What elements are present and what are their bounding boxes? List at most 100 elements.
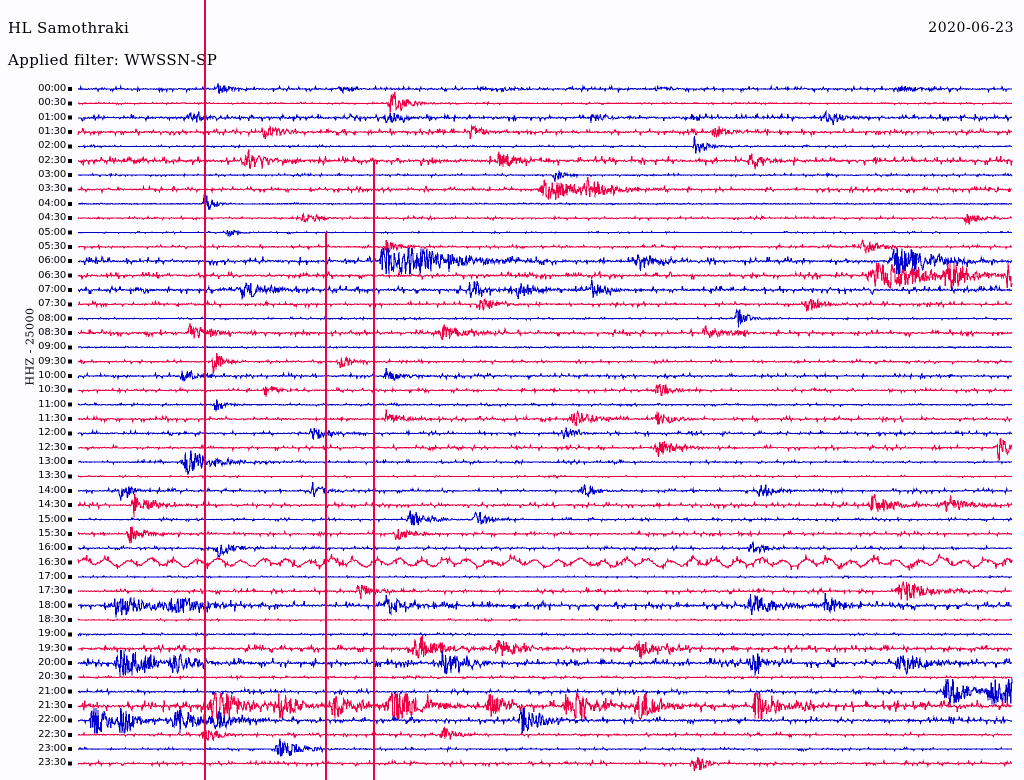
seismic-trace bbox=[77, 262, 1013, 289]
seismic-trace bbox=[77, 493, 1013, 518]
row-tick-mark bbox=[68, 488, 72, 493]
seismic-trace bbox=[77, 248, 1013, 276]
seismic-trace bbox=[77, 91, 1013, 113]
row-tick-mark bbox=[68, 732, 72, 737]
seismic-trace bbox=[77, 239, 1013, 255]
row-tick-mark bbox=[68, 718, 72, 723]
row-tick-mark bbox=[68, 474, 72, 479]
time-label-0630: 06:30 bbox=[38, 269, 66, 281]
seismic-trace bbox=[77, 82, 1013, 95]
seismic-trace bbox=[77, 678, 1013, 705]
row-tick-mark bbox=[68, 374, 72, 378]
row-tick-mark bbox=[68, 330, 72, 335]
time-label-0530: 05:30 bbox=[38, 240, 66, 252]
row-tick-mark bbox=[68, 431, 72, 436]
row-tick-mark bbox=[68, 101, 72, 106]
seismic-trace bbox=[77, 541, 1013, 559]
time-label-0500: 05:00 bbox=[38, 226, 66, 238]
seismic-trace bbox=[77, 409, 1013, 427]
row-tick-mark bbox=[68, 503, 72, 508]
seismic-trace bbox=[77, 176, 1013, 201]
seismic-trace bbox=[77, 345, 1013, 350]
row-tick-mark bbox=[68, 646, 72, 651]
time-label-0900: 09:00 bbox=[38, 341, 66, 353]
seismic-trace bbox=[77, 368, 1013, 382]
row-tick-mark bbox=[68, 402, 72, 407]
time-label-1430: 14:30 bbox=[38, 499, 66, 511]
time-label-1600: 16:00 bbox=[38, 542, 66, 554]
row-tick-mark bbox=[68, 216, 72, 221]
seismic-trace bbox=[77, 726, 1013, 742]
row-tick-mark bbox=[68, 445, 72, 450]
seismic-trace bbox=[77, 649, 1013, 676]
row-tick-mark bbox=[68, 761, 72, 766]
row-tick-mark bbox=[68, 316, 72, 321]
seismic-trace bbox=[77, 109, 1013, 125]
row-tick-mark bbox=[68, 173, 72, 178]
row-tick-mark bbox=[68, 273, 72, 278]
time-label-1300: 13:00 bbox=[38, 456, 66, 468]
time-label-2230: 22:30 bbox=[38, 728, 66, 740]
seismic-trace bbox=[77, 450, 1013, 475]
row-tick-mark bbox=[68, 632, 72, 637]
row-tick-mark bbox=[68, 144, 72, 149]
seismic-trace bbox=[77, 574, 1013, 580]
time-label-1530: 15:30 bbox=[38, 527, 66, 539]
time-label-2330: 23:30 bbox=[38, 757, 66, 769]
time-label-1100: 11:00 bbox=[38, 398, 66, 410]
seismic-trace bbox=[77, 617, 1012, 623]
seismic-trace bbox=[77, 383, 1013, 397]
seismic-trace bbox=[77, 674, 1013, 681]
row-tick-mark bbox=[68, 417, 72, 422]
time-label-0930: 09:30 bbox=[38, 355, 66, 367]
time-label-0200: 02:00 bbox=[38, 140, 66, 152]
time-label-2100: 21:00 bbox=[38, 685, 66, 697]
time-label-1630: 16:30 bbox=[38, 556, 66, 568]
seismic-trace bbox=[77, 481, 1013, 501]
seismic-trace bbox=[77, 553, 1013, 571]
row-tick-mark bbox=[68, 603, 72, 608]
seismic-trace bbox=[77, 298, 1013, 312]
time-label-1030: 10:30 bbox=[38, 384, 66, 396]
row-tick-mark bbox=[68, 158, 72, 163]
row-tick-mark bbox=[68, 230, 72, 235]
row-tick-mark bbox=[68, 187, 72, 192]
row-tick-mark bbox=[68, 675, 72, 680]
time-label-1330: 13:30 bbox=[38, 470, 66, 482]
time-label-1700: 17:00 bbox=[38, 570, 66, 582]
seismic-trace bbox=[77, 323, 1013, 341]
time-label-2130: 21:30 bbox=[38, 700, 66, 712]
seismic-trace bbox=[77, 280, 1013, 300]
seismic-trace bbox=[77, 636, 1013, 659]
row-tick-mark bbox=[68, 287, 72, 292]
seismic-trace bbox=[77, 738, 1013, 757]
seismic-trace bbox=[77, 308, 1013, 328]
time-label-1000: 10:00 bbox=[38, 370, 66, 381]
seismic-trace bbox=[77, 427, 1013, 441]
time-label-2300: 23:00 bbox=[38, 743, 66, 755]
row-tick-mark bbox=[68, 560, 72, 565]
seismic-trace bbox=[77, 510, 1013, 526]
row-tick-mark bbox=[68, 302, 72, 307]
seismic-trace bbox=[77, 525, 1013, 544]
time-label-1900: 19:00 bbox=[38, 628, 66, 640]
seismic-trace bbox=[77, 399, 1013, 412]
row-tick-mark bbox=[68, 259, 72, 264]
time-label-1830: 18:30 bbox=[38, 613, 66, 625]
row-tick-mark bbox=[68, 130, 72, 135]
time-label-1400: 14:00 bbox=[38, 484, 66, 496]
row-tick-mark bbox=[68, 531, 72, 536]
seismic-trace bbox=[77, 193, 1013, 210]
seismic-trace bbox=[77, 692, 1013, 720]
row-tick-mark bbox=[68, 517, 72, 522]
seismic-trace bbox=[77, 352, 1013, 374]
time-label-0000: 00:00 bbox=[38, 83, 66, 94]
page-title: HL Samothraki bbox=[8, 19, 130, 37]
row-tick-mark bbox=[68, 115, 72, 120]
seismic-trace bbox=[77, 474, 1013, 479]
seismic-trace bbox=[77, 581, 1013, 601]
row-tick-mark bbox=[68, 87, 72, 91]
seismic-trace bbox=[77, 136, 1013, 154]
